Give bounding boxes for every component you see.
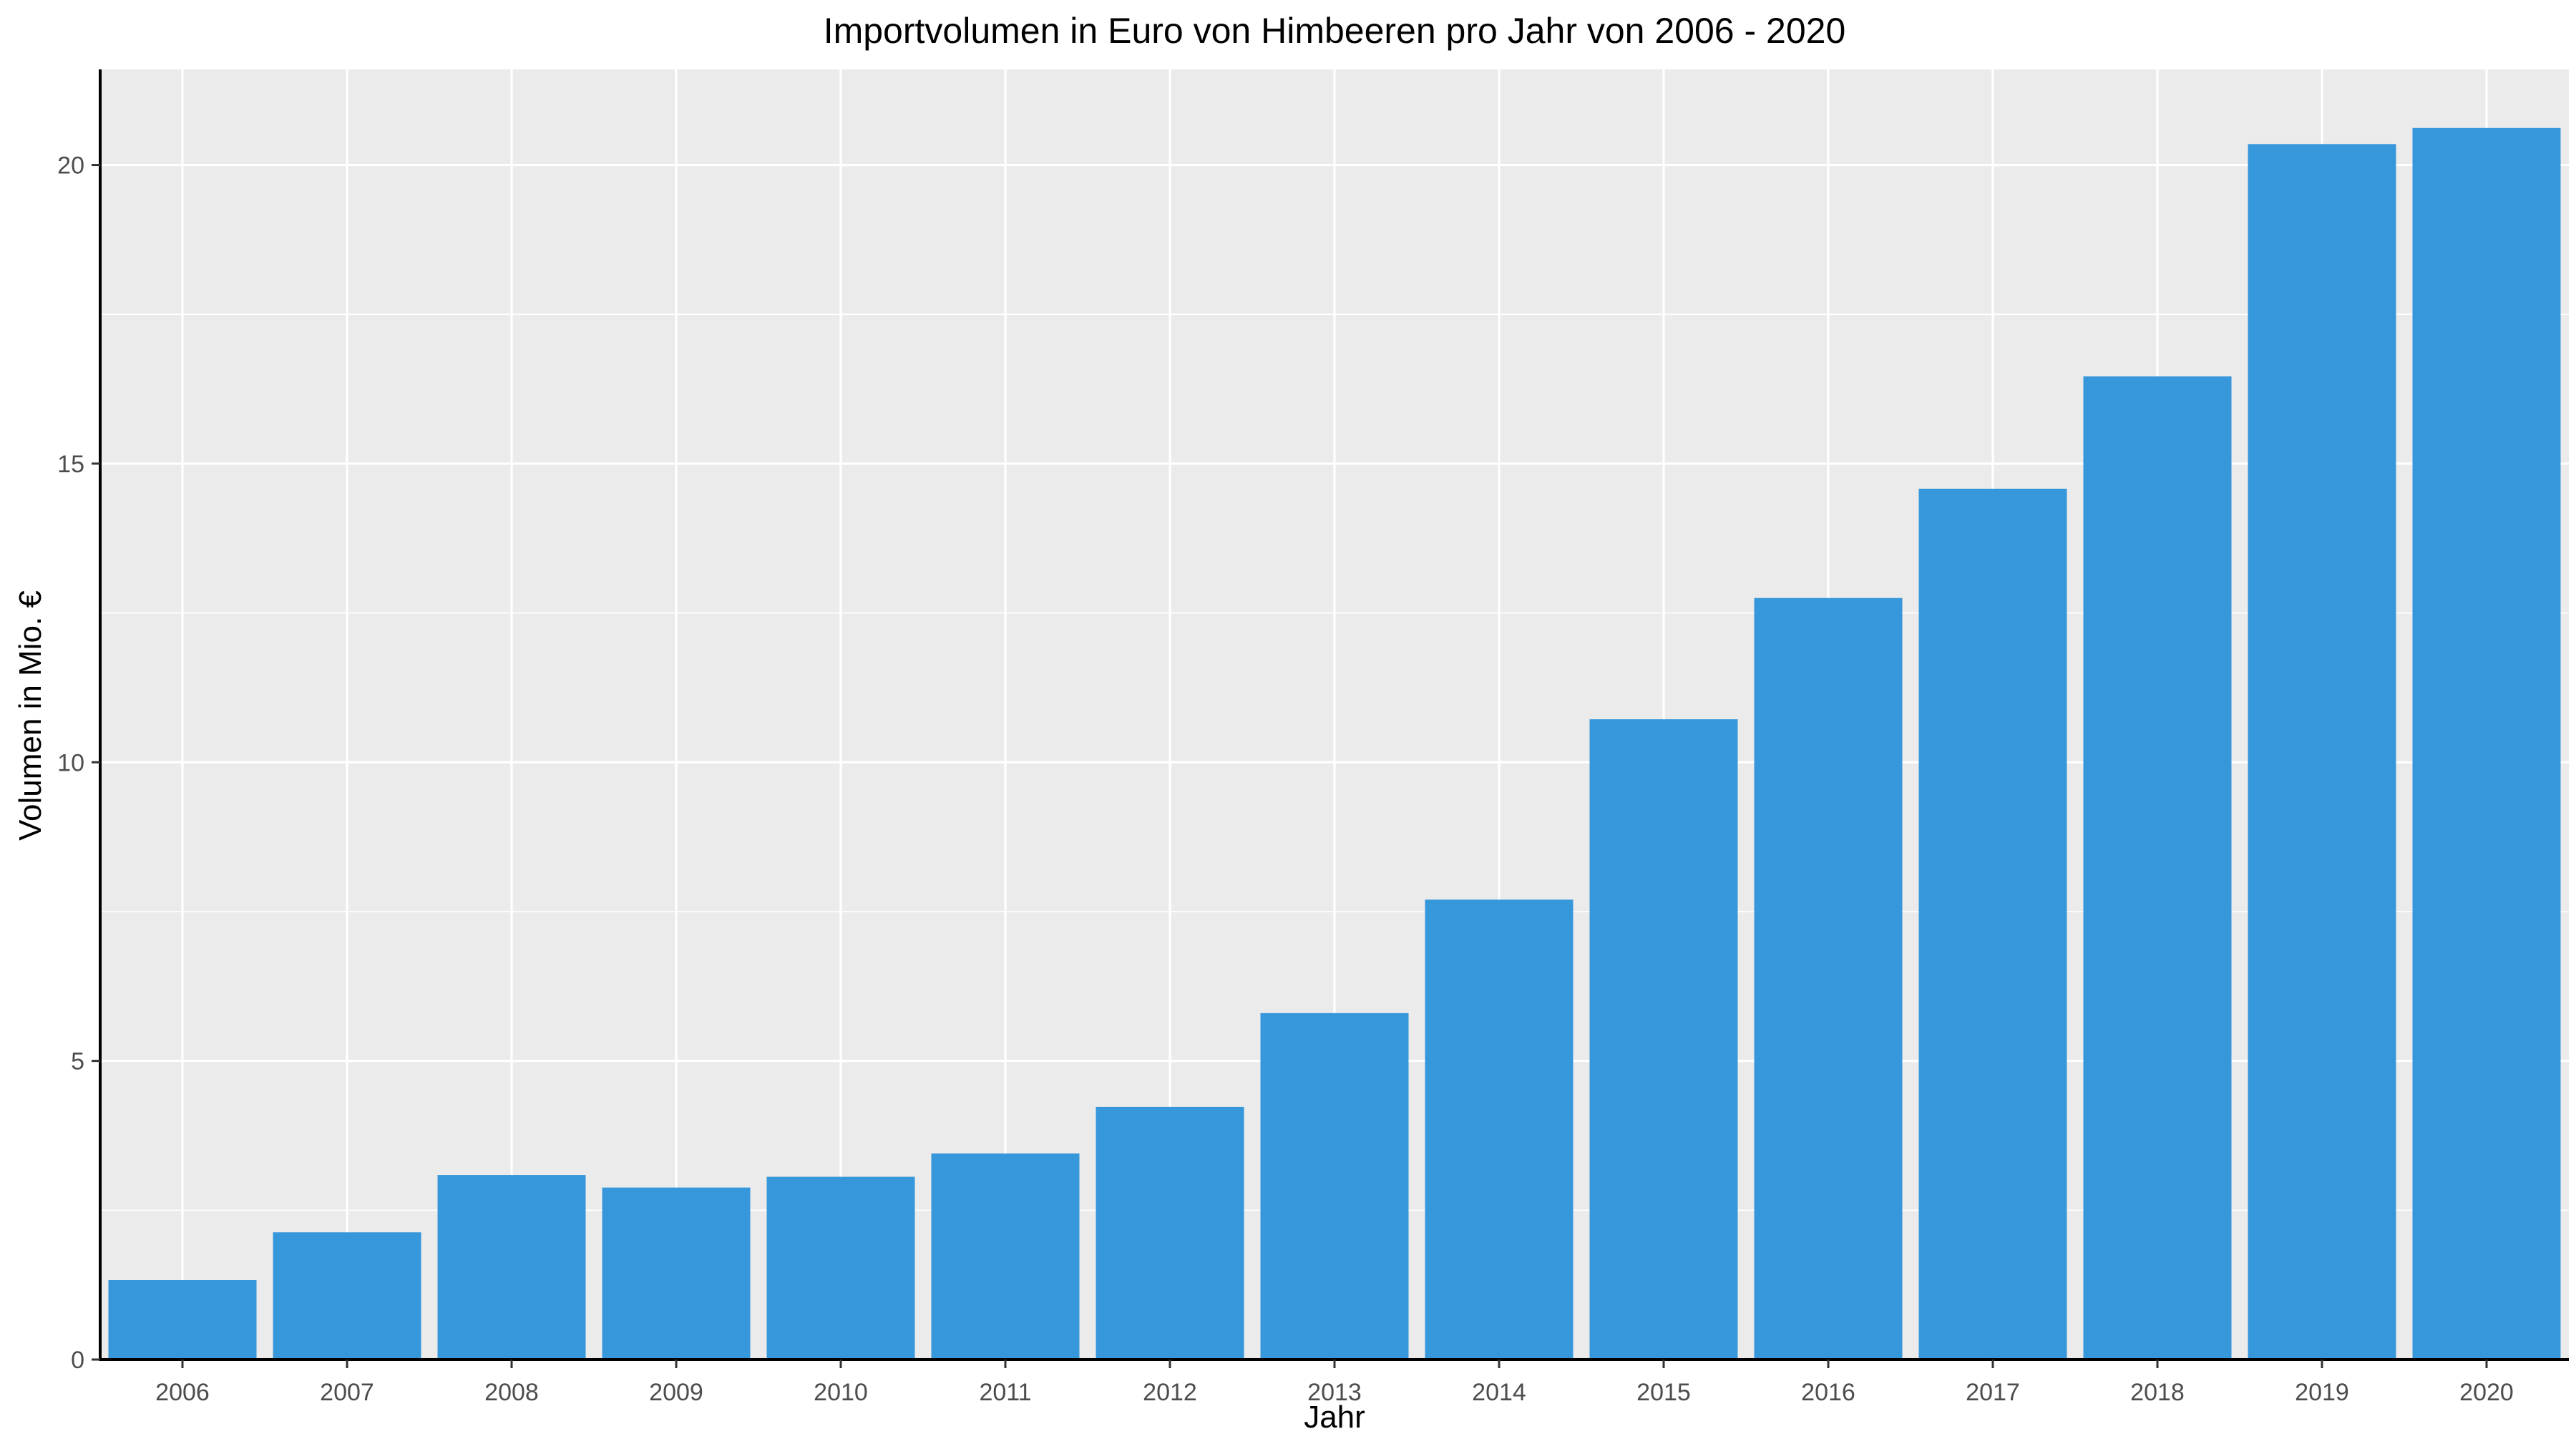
y-tick-label: 15 xyxy=(57,451,84,478)
bars xyxy=(108,127,2561,1360)
x-tick-label: 2015 xyxy=(1636,1379,1691,1406)
bar-2007 xyxy=(273,1232,421,1360)
bar-2015 xyxy=(1589,719,1738,1360)
bar-2011 xyxy=(931,1153,1080,1360)
x-tick-label: 2017 xyxy=(1966,1379,2020,1406)
bar-2017 xyxy=(1918,488,2067,1360)
x-tick-label: 2006 xyxy=(155,1379,210,1406)
y-axis-title: Volumen in Mio. € xyxy=(13,590,48,841)
bar-2009 xyxy=(602,1187,751,1360)
chart-title: Importvolumen in Euro von Himbeeren pro … xyxy=(824,11,1846,51)
x-tick-labels: 2006 2007 2008 2009 2010 2011 2012 2013 2014 2015… xyxy=(155,1360,2514,1406)
x-axis-title: Jahr xyxy=(1304,1400,1365,1435)
x-tick-label: 2010 xyxy=(814,1379,868,1406)
x-tick-label: 2020 xyxy=(2459,1379,2514,1406)
y-tick-labels: 0 5 10 15 20 xyxy=(57,152,100,1374)
y-tick-label: 0 xyxy=(71,1347,84,1374)
bar-2013 xyxy=(1260,1013,1409,1360)
x-tick-label: 2019 xyxy=(2295,1379,2349,1406)
y-tick-label: 10 xyxy=(57,749,84,776)
bar-2010 xyxy=(766,1176,915,1360)
bar-2018 xyxy=(2083,376,2232,1360)
bar-2006 xyxy=(108,1279,257,1360)
x-tick-label: 2018 xyxy=(2130,1379,2185,1406)
x-tick-label: 2007 xyxy=(320,1379,374,1406)
x-tick-label: 2008 xyxy=(484,1379,539,1406)
bar-2019 xyxy=(2248,144,2396,1360)
bar-2014 xyxy=(1425,899,1574,1360)
x-tick-label: 2009 xyxy=(649,1379,703,1406)
x-tick-label: 2016 xyxy=(1801,1379,1855,1406)
bar-2016 xyxy=(1754,597,1903,1360)
bar-2020 xyxy=(2412,127,2561,1360)
x-tick-label: 2012 xyxy=(1143,1379,1197,1406)
y-tick-label: 5 xyxy=(71,1048,84,1075)
bar-2008 xyxy=(437,1175,586,1360)
x-tick-label: 2013 xyxy=(1307,1379,1362,1406)
x-tick-label: 2014 xyxy=(1472,1379,1526,1406)
x-tick-label: 2011 xyxy=(979,1379,1031,1406)
bar-2012 xyxy=(1096,1106,1244,1360)
y-tick-label: 20 xyxy=(57,152,84,180)
